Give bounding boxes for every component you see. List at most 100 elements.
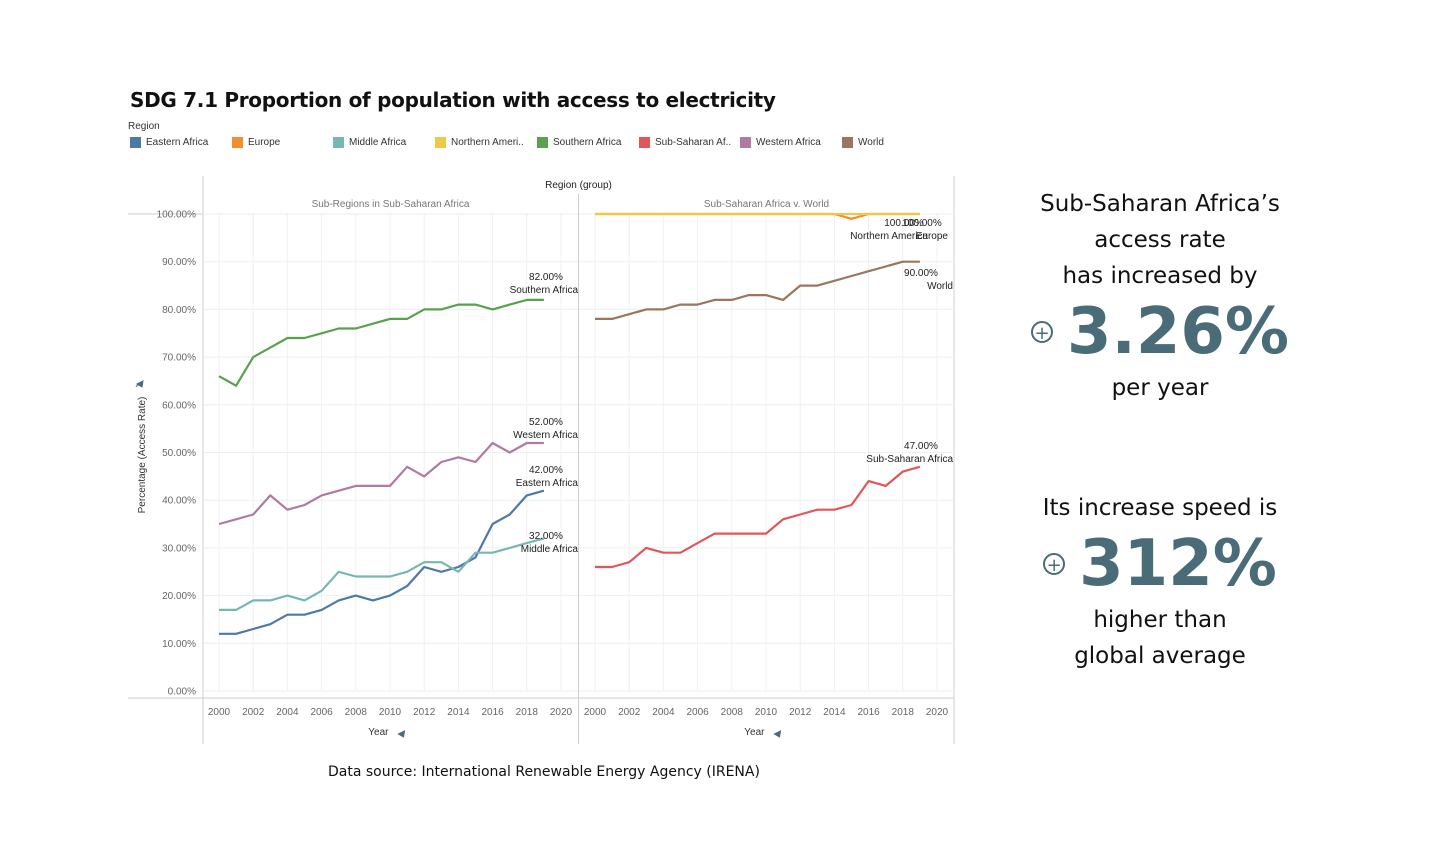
insight-line: access rate — [1094, 227, 1226, 253]
legend-swatch — [740, 137, 751, 148]
x-tick-label: 2012 — [413, 707, 436, 718]
chart-title: SDG 7.1 Proportion of population with ac… — [130, 88, 776, 112]
x-tick-label: 2000 — [584, 707, 607, 718]
series-line — [218, 298, 544, 387]
series-end-label: Eastern Africa — [516, 478, 579, 489]
x-tick-label: 2014 — [447, 707, 470, 718]
pin-icon — [397, 730, 406, 738]
x-tick-label: 2014 — [823, 707, 846, 718]
legend-item[interactable]: Southern Africa — [537, 137, 621, 148]
insight-line: per year — [1111, 375, 1209, 401]
data-label: 47.00% — [904, 441, 938, 452]
legend-label: Western Africa — [756, 137, 821, 148]
y-tick-label: 50.00% — [162, 448, 196, 459]
legend-label: Middle Africa — [349, 137, 407, 148]
x-axis-label: Year — [368, 727, 389, 738]
column-header: Region (group) — [545, 180, 612, 191]
legend-item[interactable]: Northern Ameri.. — [435, 137, 524, 148]
series-end-label: Western Africa — [513, 430, 578, 441]
x-tick-label: 2020 — [550, 707, 573, 718]
x-tick-label: 2000 — [208, 707, 231, 718]
insight-line: Sub-Saharan Africa’s — [1040, 191, 1280, 217]
x-tick-label: 2008 — [721, 707, 744, 718]
data-label: 42.00% — [529, 465, 563, 476]
plus-circle-icon: + — [1030, 321, 1053, 344]
y-tick-label: 20.00% — [162, 591, 196, 602]
legend-swatch — [333, 137, 344, 148]
x-tick-label: 2002 — [242, 707, 265, 718]
x-tick-label: 2008 — [345, 707, 368, 718]
y-axis-label: Percentage (Access Rate) — [137, 397, 148, 514]
legend-item[interactable]: World — [842, 137, 884, 148]
x-tick-label: 2016 — [857, 707, 880, 718]
series-end-label: Northern America — [850, 231, 928, 242]
y-tick-label: 40.00% — [162, 496, 196, 507]
legend-item[interactable]: Middle Africa — [333, 137, 406, 148]
x-tick-label: 2004 — [276, 707, 299, 718]
data-label: 52.00% — [529, 417, 563, 428]
legend-label: Northern Ameri.. — [451, 137, 524, 148]
insight-line: global average — [1074, 643, 1246, 669]
plus-circle-icon: + — [1043, 553, 1066, 576]
series-line — [219, 489, 545, 635]
x-tick-label: 2020 — [926, 707, 949, 718]
data-label: 100.00% — [902, 218, 942, 229]
series-end-label: Sub-Saharan Africa — [866, 454, 953, 465]
legend-swatch — [537, 137, 548, 148]
legend-item[interactable]: Sub-Saharan Af.. — [639, 137, 731, 148]
legend-item[interactable]: Eastern Africa — [130, 137, 208, 148]
legend-swatch — [232, 137, 243, 148]
legend-swatch — [842, 137, 853, 148]
x-tick-label: 2006 — [310, 707, 333, 718]
x-tick-label: 2012 — [789, 707, 812, 718]
legend-label: Eastern Africa — [146, 137, 209, 148]
x-tick-label: 2018 — [516, 707, 539, 718]
insight-panel-rate: Sub-Saharan Africa’s access rate has inc… — [1000, 186, 1320, 406]
data-label: 82.00% — [529, 272, 563, 283]
y-tick-label: 0.00% — [168, 687, 196, 698]
legend-item[interactable]: Europe — [232, 137, 280, 148]
chart: Region (group) 0.00% 10.00% 20.00% 30.00% 40.… — [128, 176, 955, 744]
data-source: Data source: International Renewable Ene… — [328, 764, 760, 780]
legend-swatch — [435, 137, 446, 148]
legend-label: Sub-Saharan Af.. — [655, 137, 732, 148]
series-line — [219, 537, 545, 612]
data-label: 32.00% — [529, 531, 563, 542]
panel-title: Sub-Saharan Africa v. World — [704, 199, 829, 210]
y-tick-label: 30.00% — [162, 543, 196, 554]
x-tick-label: 2018 — [892, 707, 915, 718]
insight-line: higher than — [1093, 607, 1227, 633]
y-tick-label: 60.00% — [162, 400, 196, 411]
x-tick-label: 2016 — [481, 707, 504, 718]
legend-item[interactable]: Western Africa — [740, 137, 821, 148]
legend-swatch — [130, 137, 141, 148]
panel-title: Sub-Regions in Sub-Saharan Africa — [312, 199, 470, 210]
insight-line: Its increase speed is — [1042, 495, 1278, 521]
x-tick-label: 2004 — [652, 707, 675, 718]
x-tick-label: 2002 — [618, 707, 641, 718]
series-end-label: World — [927, 281, 953, 292]
series-end-label: Southern Africa — [510, 285, 579, 296]
x-tick-label: 2010 — [755, 707, 778, 718]
x-tick-label: 2006 — [686, 707, 709, 718]
series-line — [218, 441, 544, 526]
data-label: 100.00% — [884, 218, 924, 229]
pin-icon — [773, 730, 782, 738]
y-tick-label: 70.00% — [162, 353, 196, 364]
insight-line: has increased by — [1062, 263, 1258, 289]
legend-label: Europe — [248, 137, 281, 148]
rate-value: 3.26% — [1066, 295, 1290, 369]
y-tick-label: 90.00% — [162, 257, 196, 268]
legend: Eastern Africa Europe Middle Africa Norther… — [130, 137, 910, 151]
series-line — [595, 260, 920, 320]
speed-value: 312% — [1079, 527, 1277, 601]
legend-label: Southern Africa — [553, 137, 622, 148]
legend-title: Region — [128, 121, 160, 132]
data-label: 90.00% — [904, 268, 938, 279]
x-tick-label: 2010 — [379, 707, 402, 718]
y-tick-label: 10.00% — [162, 639, 196, 650]
x-axis-label: Year — [744, 727, 765, 738]
y-tick-label: 100.00% — [157, 210, 197, 221]
pin-icon — [135, 380, 144, 388]
series-end-label: Middle Africa — [521, 544, 579, 555]
